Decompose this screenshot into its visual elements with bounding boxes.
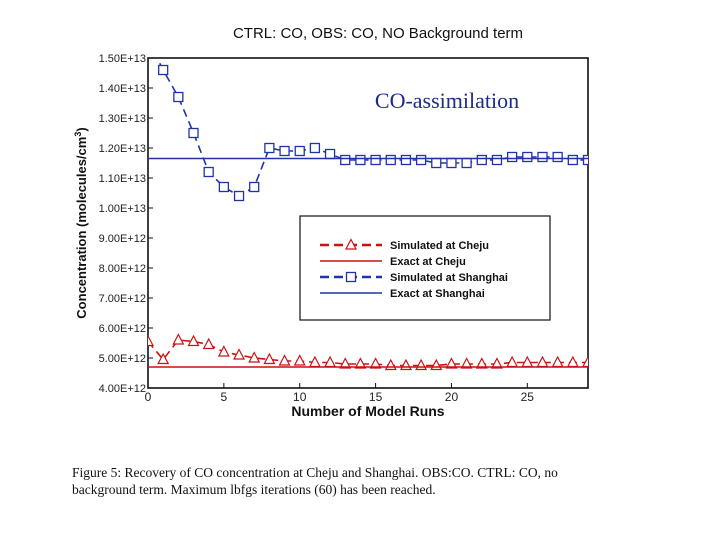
data-point [144,36,153,45]
data-point [446,157,457,169]
x-tick-label: 10 [293,390,307,404]
data-point [172,333,185,345]
legend: Simulated at Cheju Exact at Cheju Simulate… [299,215,551,321]
data-point [203,166,214,178]
data-point [249,181,260,193]
data-point [582,355,588,368]
series-simulated-at-shanghai [144,36,588,202]
chart-title: CTRL: CO, OBS: CO, NO Background term [233,25,523,42]
y-axis-label-end: ) [74,127,89,131]
legend-label: Exact at Shanghai [390,288,485,300]
legend-label: Exact at Cheju [390,256,466,268]
series-layer [144,36,588,371]
y-tick-label: 1.50E+13 [99,53,146,65]
data-point [218,181,230,193]
chart: CTRL: CO, OBS: CO, NO Background term 4.… [73,25,589,419]
data-point [461,157,472,169]
data-point [293,354,306,366]
data-point [340,154,351,166]
y-tick-label: 1.20E+13 [99,143,146,155]
data-point [552,151,563,163]
data-point [537,151,548,163]
data-point [263,352,276,365]
legend-label: Simulated at Shanghai [390,272,508,284]
y-axis-label: Concentration (molecules/cm3) [73,127,89,318]
data-point [400,154,412,166]
data-point [233,190,245,202]
data-point [506,151,518,163]
data-point [475,357,488,369]
data-point [355,154,366,166]
data-point [248,351,261,363]
x-axis-label: Number of Model Runs [291,403,444,419]
y-tick-label: 4.00E+12 [99,383,146,395]
caption-line-1: Figure 5: Recovery of CO concentration a… [72,465,558,480]
data-point [445,357,458,369]
plot-area [147,57,589,389]
y-tick-label: 6.00E+12 [99,323,146,335]
data-point [324,148,336,160]
y-tick-label: 7.00E+12 [99,293,146,305]
series-line [156,58,588,197]
x-tick-label: 25 [521,390,535,404]
data-point [278,354,291,366]
data-point [582,154,588,166]
legend-marker [345,271,357,283]
data-point [476,154,487,166]
y-axis-label-superscript: 3 [73,132,83,137]
y-tick-label: 5.00E+12 [99,353,146,365]
data-point [233,348,246,360]
data-point [385,154,396,166]
series-simulated-at-cheju [148,333,588,371]
data-point [369,357,382,369]
y-tick-label: 1.10E+13 [99,173,146,185]
x-tick-label: 15 [369,390,383,404]
data-point [491,154,503,166]
data-point [490,357,503,369]
caption-line-2: background term. Maximum lbfgs iteration… [72,482,436,497]
x-tick-label: 5 [221,390,228,404]
data-point [187,334,200,347]
y-tick-label: 1.00E+13 [99,203,146,215]
data-point [188,127,199,139]
data-point [264,142,275,154]
data-point [339,357,352,369]
y-tick-label: 9.00E+12 [99,233,146,245]
data-point [217,345,230,357]
x-axis: 0 5 10 15 20 25 [145,383,535,404]
data-point [460,357,473,369]
data-point [158,64,169,76]
data-point [157,352,170,365]
data-point [506,355,519,368]
y-tick-label: 1.40E+13 [99,83,146,95]
figure-caption: Figure 5: Recovery of CO concentration a… [72,464,672,498]
legend-label: Simulated at Cheju [390,240,489,252]
data-point [567,154,578,166]
data-point [279,145,290,157]
legend-box [299,215,551,321]
y-tick-label: 1.30E+13 [99,113,146,125]
series-line [148,339,588,367]
legend-marker [345,238,357,250]
data-point [294,145,305,157]
data-point [148,334,154,347]
y-axis-label-main: Concentration (molecules/cm [74,137,89,319]
y-axis: 4.00E+12 5.00E+12 6.00E+12 7.00E+12 8.00E+12… [99,53,153,395]
x-tick-label: 0 [145,390,152,404]
data-point [431,157,442,169]
data-point [522,151,533,163]
y-tick-label: 8.00E+12 [99,263,146,275]
data-point [415,154,427,166]
data-point [370,154,381,166]
data-point [202,337,215,350]
data-point [354,357,367,369]
x-tick-label: 20 [445,390,459,404]
data-point [173,91,184,103]
chart-annotation: CO-assimilation [375,88,519,113]
data-point [309,142,321,154]
